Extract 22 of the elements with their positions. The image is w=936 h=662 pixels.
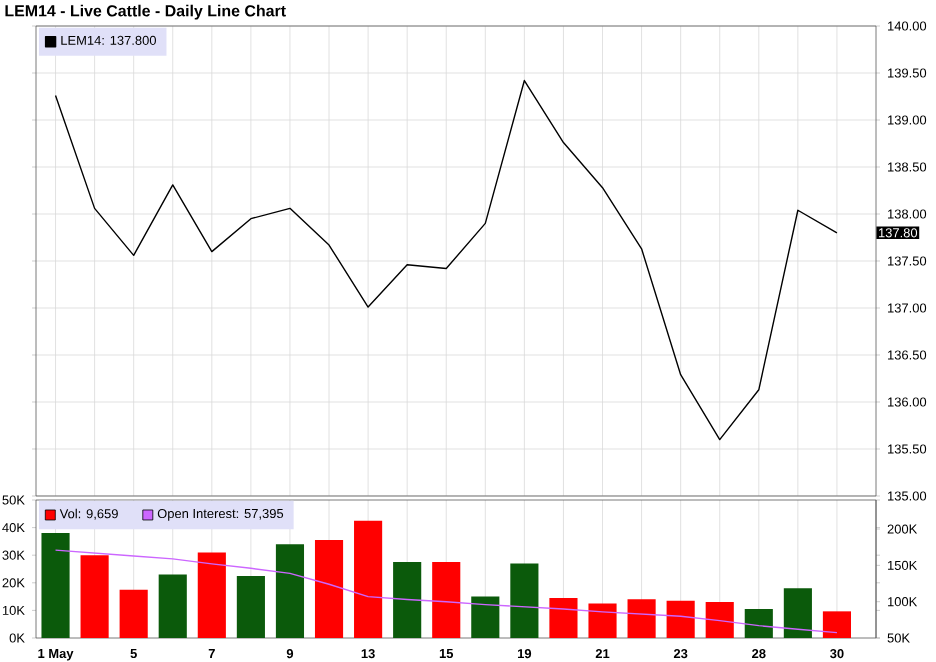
bar xyxy=(275,544,305,638)
bar xyxy=(627,599,656,638)
bar xyxy=(510,563,539,638)
bar xyxy=(236,575,265,638)
bar xyxy=(744,609,773,638)
bar xyxy=(588,603,617,638)
bar xyxy=(549,597,578,638)
bar xyxy=(41,533,70,638)
bar xyxy=(354,520,383,638)
bar xyxy=(197,552,226,638)
bar xyxy=(393,562,422,638)
bar xyxy=(158,574,187,638)
bar xyxy=(432,562,461,638)
bar xyxy=(822,611,852,638)
line-series xyxy=(54,79,838,441)
bar xyxy=(666,600,695,638)
bar xyxy=(119,589,148,638)
bar xyxy=(471,596,500,638)
bar xyxy=(80,555,109,638)
bar xyxy=(783,588,812,638)
bar xyxy=(705,602,734,638)
bar xyxy=(314,540,344,638)
